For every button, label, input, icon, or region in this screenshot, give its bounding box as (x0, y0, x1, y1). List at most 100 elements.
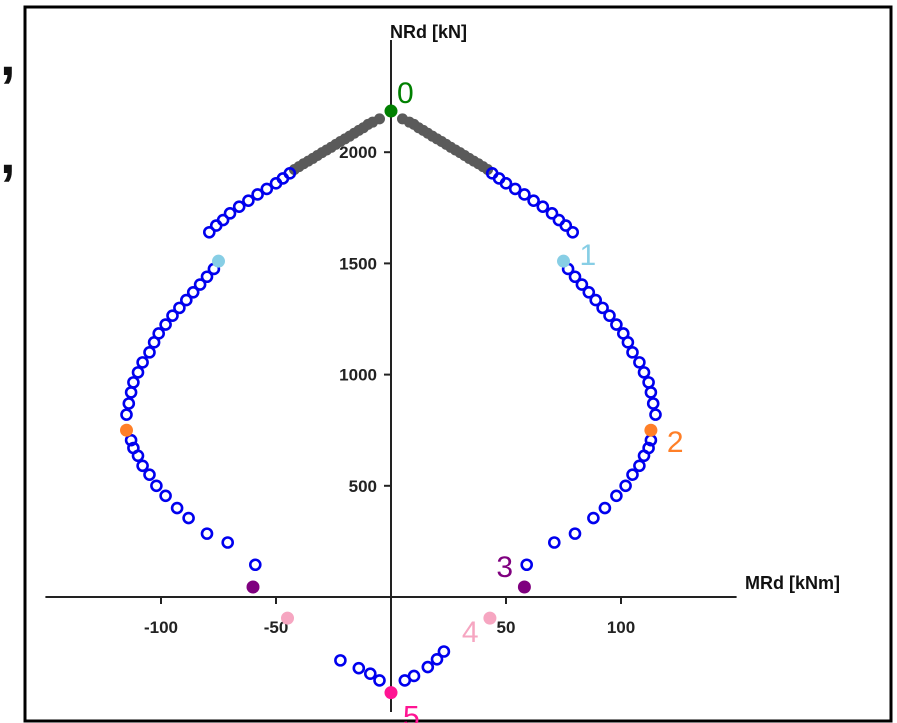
left-margin-mark-2: , (0, 122, 16, 185)
y-axis-title: NRd [kN] (390, 22, 467, 42)
data-point (221, 536, 234, 549)
data-point (566, 225, 580, 239)
data-point (124, 386, 138, 399)
data-point (186, 286, 200, 299)
key-point-marker (212, 254, 225, 268)
data-point (587, 511, 600, 525)
data-point (223, 207, 237, 220)
axes: -100 -50 50 100 500 1000 1500 2000 MRd [kNm] NRd … (45, 22, 840, 712)
x-tick-label: 100 (607, 618, 635, 637)
data-point (136, 356, 149, 369)
key-point-marker (483, 611, 497, 625)
key-point-label: 0 (397, 77, 414, 110)
data-point (520, 558, 534, 572)
data-point (136, 459, 149, 473)
series-0 (288, 113, 494, 176)
data-point (536, 200, 550, 213)
data-point (626, 468, 639, 481)
series-layer (120, 113, 662, 687)
data-point (124, 433, 138, 447)
key-point-label: 2 (667, 426, 684, 459)
data-point (131, 366, 145, 379)
data-point (150, 479, 163, 493)
y-tick-label: 500 (349, 477, 377, 496)
key-point-marker (281, 611, 294, 625)
data-point (545, 207, 559, 220)
data-point (143, 346, 156, 359)
x-axis-title: MRd [kNm] (745, 573, 840, 593)
data-point (193, 278, 207, 291)
data-point (633, 356, 646, 369)
data-point (518, 188, 531, 201)
data-point (120, 408, 133, 421)
data-point (203, 225, 216, 239)
data-point (173, 301, 186, 315)
data-point (143, 468, 156, 481)
y-tick-label: 1000 (339, 366, 377, 385)
data-point (269, 177, 283, 190)
data-point (610, 489, 623, 503)
series-1 (120, 167, 662, 687)
data-point (373, 674, 386, 687)
data-point (180, 293, 193, 307)
x-tick-label: -100 (144, 618, 178, 637)
left-margin-mark-1: , (0, 24, 16, 87)
data-point (122, 397, 136, 410)
data-point (421, 660, 435, 674)
data-point (621, 336, 635, 349)
data-point (610, 318, 623, 331)
x-tick-label: 50 (497, 618, 516, 637)
data-point (131, 449, 145, 463)
data-point (430, 652, 444, 666)
data-point (249, 558, 262, 572)
data-point (568, 527, 582, 540)
plot-border (23, 5, 893, 723)
data-point (598, 501, 612, 515)
data-point (646, 397, 660, 410)
data-point (209, 219, 223, 232)
key-point-marker (384, 104, 398, 118)
data-point (232, 200, 246, 213)
data-point (637, 366, 651, 379)
data-point (407, 669, 421, 683)
data-point (159, 318, 172, 331)
y-tick-label: 2000 (339, 143, 377, 162)
data-point (127, 376, 140, 389)
data-point (547, 536, 561, 549)
data-point (242, 194, 255, 207)
data-point (147, 336, 161, 349)
key-point-marker (557, 254, 570, 268)
data-point (260, 182, 274, 196)
data-point (363, 667, 377, 681)
data-point (200, 270, 214, 284)
data-point (182, 511, 195, 525)
data-point (437, 645, 451, 658)
data-point (159, 489, 172, 503)
key-point-label: 1 (580, 239, 597, 272)
data-point (649, 408, 662, 421)
key-point-label: 4 (462, 616, 479, 649)
key-points-layer: 0 1 2 34 5 (120, 77, 684, 723)
data-point (499, 177, 513, 190)
key-point-marker (120, 423, 133, 437)
key-point-marker (384, 686, 398, 700)
data-point (200, 527, 214, 540)
key-point-marker (246, 580, 260, 594)
data-point (596, 301, 609, 315)
key-point-marker (644, 423, 658, 437)
data-point (251, 188, 264, 201)
data-point (642, 376, 655, 389)
y-tick-label: 1500 (339, 254, 377, 273)
data-point (508, 182, 522, 196)
data-point (582, 286, 596, 299)
data-point (637, 449, 651, 463)
key-point-marker (517, 580, 531, 594)
data-point (603, 309, 616, 322)
data-point (589, 293, 603, 307)
key-point-label: 5 (403, 701, 420, 723)
data-point (170, 501, 184, 515)
x-tick-label: -50 (264, 618, 289, 637)
data-point (644, 386, 658, 399)
